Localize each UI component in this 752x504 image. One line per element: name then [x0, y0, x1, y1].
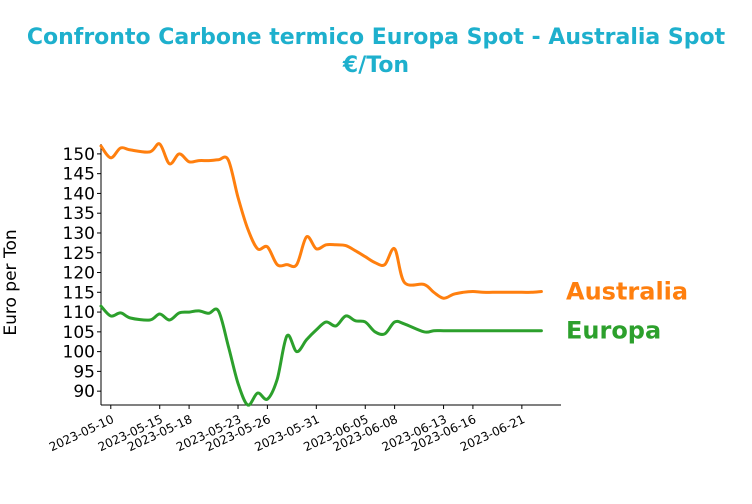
y-tick-label: 135 — [63, 204, 95, 224]
y-axis-label: Euro per Ton — [1, 229, 21, 335]
y-tick-label: 150 — [63, 145, 95, 165]
y-tick-label: 145 — [63, 165, 95, 185]
y-tick-label: 90 — [73, 382, 95, 402]
y-tick-label: 100 — [63, 343, 95, 363]
chart-title-line-1: Confronto Carbone termico Europa Spot - … — [26, 25, 726, 50]
y-tick-label: 105 — [63, 323, 95, 343]
y-tick-label: 115 — [63, 283, 95, 303]
y-tick-label: 130 — [63, 224, 95, 244]
y-tick-label: 120 — [63, 264, 95, 284]
y-tick-label: 110 — [63, 303, 95, 323]
y-tick-label: 95 — [73, 362, 95, 382]
series-line-europa — [99, 304, 543, 407]
chart-title: Confronto Carbone termico Europa Spot - … — [0, 24, 752, 80]
chart-title-line-2: €/Ton — [342, 53, 410, 78]
series-label-australia: Australia — [566, 278, 688, 306]
series-line-australia — [99, 142, 543, 300]
series-lines — [99, 142, 543, 407]
series-labels: Australia Europa — [566, 278, 688, 345]
y-tick-label: 125 — [63, 244, 95, 264]
series-label-europa: Europa — [566, 317, 661, 345]
y-tick-label: 140 — [63, 184, 95, 204]
